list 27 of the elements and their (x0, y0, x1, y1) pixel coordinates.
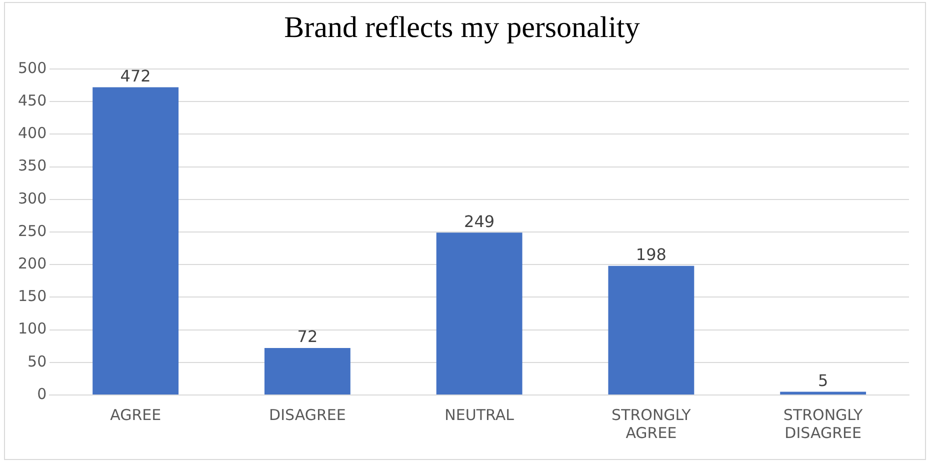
y-tick-label: 50 (28, 352, 47, 370)
x-tick-label: STRONGLY DISAGREE (783, 406, 864, 442)
y-tick-label: 400 (18, 124, 47, 142)
y-tick-label: 150 (18, 287, 47, 306)
x-tick-label: DISAGREE (269, 406, 346, 424)
x-tick-label: AGREE (110, 406, 162, 424)
bar (608, 266, 694, 394)
y-tick-label: 0 (37, 384, 47, 403)
y-tick-label: 250 (18, 222, 47, 240)
data-label: 472 (120, 66, 151, 86)
data-label: 5 (818, 370, 828, 390)
data-label: 72 (297, 327, 318, 346)
y-tick-label: 100 (18, 320, 47, 338)
data-label: 198 (636, 245, 666, 264)
chart-title: Brand reflects my personality (284, 10, 640, 44)
bar (780, 392, 866, 394)
y-tick-label: 350 (18, 156, 47, 175)
y-tick-label: 300 (18, 189, 47, 208)
y-tick-label: 500 (18, 58, 47, 77)
x-tick-label: NEUTRAL (444, 406, 515, 424)
bar (92, 87, 179, 394)
y-tick-label: 200 (18, 254, 47, 272)
bar (436, 232, 522, 394)
x-tick-label: STRONGLY AGREE (612, 406, 692, 442)
data-label: 249 (464, 212, 495, 231)
bar (264, 348, 350, 394)
y-tick-label: 450 (18, 91, 47, 110)
